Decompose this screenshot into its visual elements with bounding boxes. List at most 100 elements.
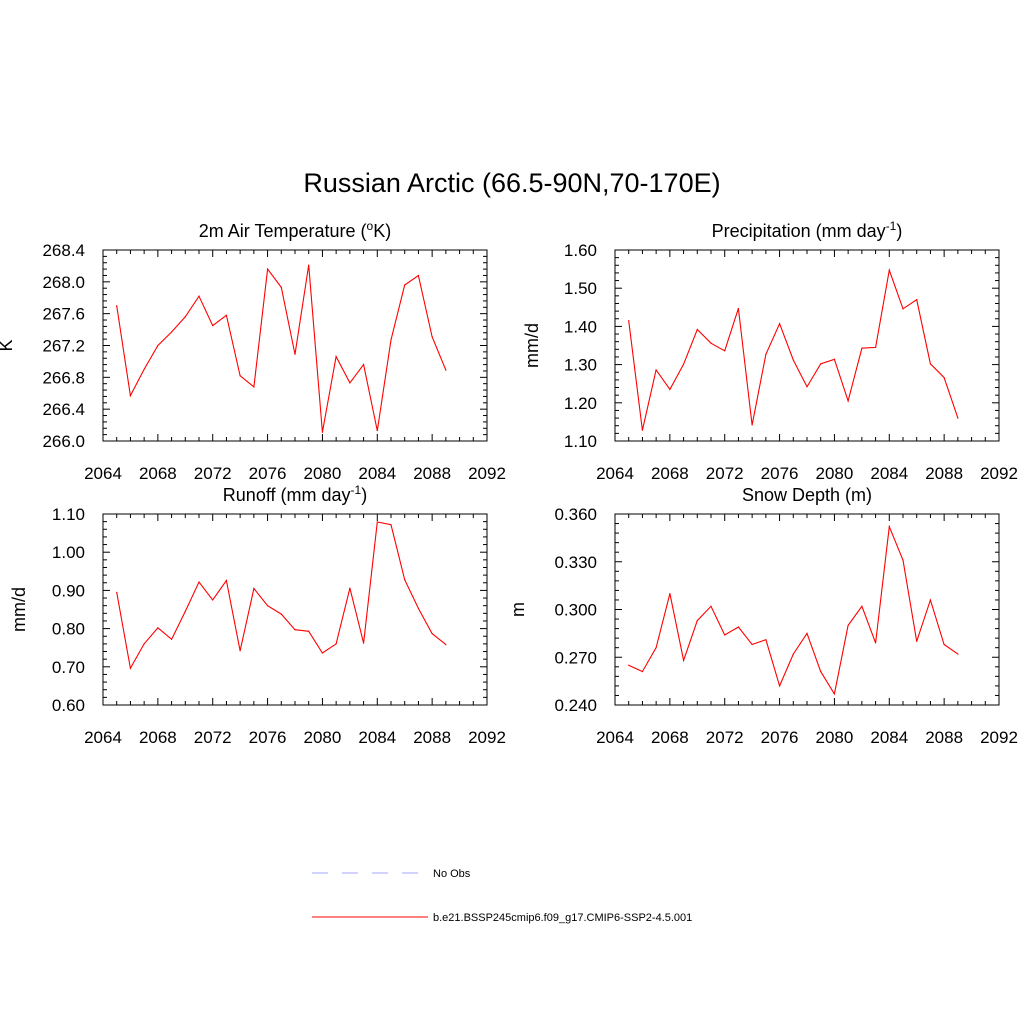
data-point bbox=[861, 605, 863, 607]
data-point bbox=[280, 613, 282, 615]
data-point bbox=[641, 429, 644, 431]
data-point bbox=[129, 395, 132, 397]
x-tick-label: 2064 bbox=[84, 464, 122, 483]
panel-title: 2m Air Temperature (oK) bbox=[199, 219, 391, 241]
data-point bbox=[212, 325, 214, 327]
data-point bbox=[916, 640, 918, 642]
data-point bbox=[710, 342, 712, 344]
y-tick-label: 1.40 bbox=[564, 317, 597, 336]
y-tick-label: 0.240 bbox=[554, 696, 597, 715]
data-point bbox=[806, 632, 808, 634]
data-point bbox=[957, 417, 959, 419]
data-point bbox=[294, 353, 296, 355]
chart-panel-1: 2064 2068 2072 2076 2080 2084 2088 2092 266.0 266… bbox=[0, 219, 506, 483]
data-point bbox=[874, 642, 877, 644]
y-tick-label: 0.70 bbox=[52, 658, 85, 677]
data-point bbox=[943, 376, 945, 379]
data-point bbox=[710, 605, 712, 607]
y-tick-label: 267.6 bbox=[42, 305, 85, 324]
data-point bbox=[253, 386, 255, 388]
data-point bbox=[266, 268, 269, 270]
data-point bbox=[129, 667, 132, 669]
data-point bbox=[806, 386, 808, 388]
page-title: Russian Arctic (66.5-90N,70-170E) bbox=[303, 168, 721, 198]
data-point bbox=[888, 526, 890, 528]
data-point bbox=[655, 369, 657, 371]
data-point bbox=[198, 581, 200, 583]
series-line bbox=[628, 524, 959, 696]
y-tick-label: 268.4 bbox=[42, 241, 85, 260]
x-tick-label: 2072 bbox=[194, 464, 232, 483]
x-tick-label: 2072 bbox=[706, 728, 744, 747]
y-tick-label: 266.8 bbox=[42, 368, 85, 387]
data-point bbox=[655, 647, 657, 649]
data-point bbox=[724, 350, 726, 352]
data-point bbox=[682, 363, 685, 365]
x-tick-label: 2072 bbox=[194, 728, 232, 747]
y-tick-label: 266.4 bbox=[42, 400, 85, 419]
data-point bbox=[170, 331, 173, 333]
legend-label: No Obs bbox=[433, 868, 471, 880]
data-point bbox=[778, 323, 781, 325]
data-point bbox=[696, 620, 698, 622]
x-tick-label: 2068 bbox=[651, 464, 689, 483]
y-tick-label: 1.50 bbox=[564, 279, 597, 298]
data-point bbox=[861, 347, 863, 349]
data-point bbox=[253, 587, 255, 590]
data-point bbox=[874, 346, 877, 349]
data-point bbox=[902, 559, 904, 561]
data-point bbox=[198, 295, 200, 297]
y-tick-label: 266.0 bbox=[42, 432, 85, 451]
data-point bbox=[833, 693, 836, 695]
x-tick-label: 2088 bbox=[925, 464, 963, 483]
data-point bbox=[376, 430, 378, 432]
data-point bbox=[362, 642, 365, 644]
data-point bbox=[143, 643, 145, 645]
data-point bbox=[321, 652, 324, 654]
data-point bbox=[445, 369, 447, 371]
data-point bbox=[157, 344, 159, 347]
x-tick-label: 2092 bbox=[980, 728, 1018, 747]
chart-panel-3: 2064 2068 2072 2076 2080 2084 2088 2092 0.60 0.70… bbox=[9, 483, 506, 747]
x-tick-label: 2088 bbox=[413, 728, 451, 747]
data-point bbox=[820, 670, 822, 673]
y-tick-label: 1.00 bbox=[52, 543, 85, 562]
data-point bbox=[445, 644, 447, 646]
data-point bbox=[280, 286, 282, 289]
data-point bbox=[143, 368, 145, 370]
x-tick-label: 2076 bbox=[249, 464, 287, 483]
data-point bbox=[682, 659, 685, 662]
data-point bbox=[669, 388, 671, 391]
plot-frame bbox=[102, 249, 488, 442]
data-point bbox=[157, 627, 159, 629]
x-tick-label: 2080 bbox=[304, 464, 342, 483]
data-point bbox=[116, 591, 118, 593]
legend: No Obs b.e21.BSSP245cmip6.f09_g17.CMIP6-S… bbox=[312, 868, 692, 924]
x-tick-label: 2092 bbox=[468, 728, 506, 747]
data-point bbox=[431, 336, 433, 338]
x-tick-label: 2076 bbox=[761, 728, 799, 747]
series-line bbox=[116, 521, 447, 670]
y-tick-label: 267.2 bbox=[42, 337, 85, 356]
x-tick-label: 2084 bbox=[358, 728, 396, 747]
x-tick-label: 2072 bbox=[706, 464, 744, 483]
data-point bbox=[404, 579, 406, 581]
data-point bbox=[628, 664, 630, 666]
data-point bbox=[888, 269, 890, 271]
x-tick-label: 2068 bbox=[139, 464, 177, 483]
data-point bbox=[308, 264, 310, 266]
data-point bbox=[751, 643, 753, 646]
y-tick-label: 0.80 bbox=[52, 620, 85, 639]
x-tick-label: 2064 bbox=[84, 728, 122, 747]
data-point bbox=[929, 599, 932, 601]
data-point bbox=[170, 638, 173, 640]
data-point bbox=[184, 610, 186, 613]
x-tick-label: 2088 bbox=[413, 464, 451, 483]
data-point bbox=[929, 363, 932, 365]
x-tick-label: 2080 bbox=[304, 728, 342, 747]
data-point bbox=[628, 320, 630, 322]
data-point bbox=[239, 650, 241, 652]
data-point bbox=[376, 521, 378, 523]
x-tick-label: 2092 bbox=[468, 464, 506, 483]
